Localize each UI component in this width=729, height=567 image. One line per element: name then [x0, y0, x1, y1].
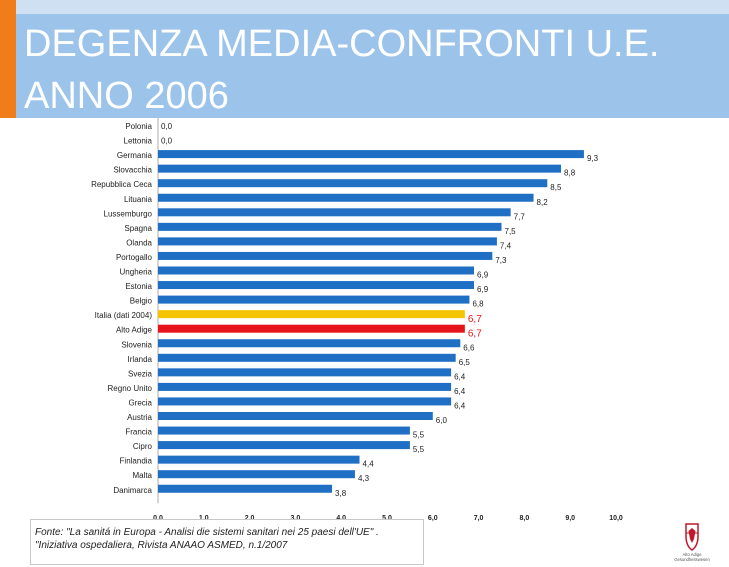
x-tick-label: 1,0: [199, 515, 209, 522]
category-label: Danimarca: [113, 486, 152, 495]
category-label: Italia (dati 2004): [95, 311, 153, 320]
source-line-2: "Iniziativa ospedaliera, Rivista ANAAO A…: [35, 540, 288, 551]
bar: [158, 470, 355, 479]
value-label: 6,4: [454, 372, 466, 381]
category-label: Spagna: [124, 224, 152, 233]
page-title-line-1: DEGENZA MEDIA-CONFRONTI U.E.: [24, 23, 660, 65]
value-label: 7,5: [505, 227, 517, 236]
value-label: 6,0: [436, 416, 448, 425]
category-label: Lussemburgo: [104, 209, 153, 218]
category-label: Irlanda: [128, 355, 153, 364]
bar-chart: Polonia 0,0 Lettonia 0,0 Germania 9,3 Slovacch…: [91, 118, 623, 522]
value-label: 6,5: [459, 358, 471, 367]
category-label: Portogallo: [116, 253, 153, 262]
value-label: 6,7: [468, 329, 482, 340]
top-stripe: [0, 0, 729, 14]
category-label: Repubblica Ceca: [91, 180, 152, 189]
x-tick-label: 7,0: [474, 515, 484, 522]
category-label: Grecia: [128, 398, 152, 407]
title-band: [16, 14, 729, 118]
x-tick-label: 3,0: [291, 515, 301, 522]
category-label: Germania: [117, 151, 153, 160]
page-title-line-2: ANNO 2006: [24, 75, 229, 117]
bar: [158, 382, 452, 391]
category-label: Lituania: [124, 195, 153, 204]
bar: [158, 179, 548, 188]
bar: [158, 339, 461, 348]
bar: [158, 426, 410, 435]
category-label: Olanda: [126, 238, 152, 247]
value-label: 8,2: [537, 198, 549, 207]
orange-accent-bar: [0, 0, 16, 118]
bar: [158, 237, 497, 246]
category-label: Regno Unito: [108, 384, 153, 393]
bar: [158, 441, 410, 450]
value-label: 6,6: [463, 343, 475, 352]
source-note: Fonte: "La sanitá in Europa - Analisi di…: [30, 519, 424, 565]
category-label: Francia: [125, 428, 152, 437]
category-label: Finlandia: [120, 457, 153, 466]
category-label: Estonia: [125, 282, 152, 291]
bar: [158, 266, 475, 275]
value-label: 6,7: [468, 314, 482, 325]
category-label: Belgio: [130, 297, 153, 306]
category-label: Alto Adige: [116, 326, 153, 335]
value-label: 3,8: [335, 489, 347, 498]
bar: [158, 368, 452, 377]
category-label: Svezia: [128, 369, 153, 378]
value-label: 4,3: [358, 474, 370, 483]
category-label: Austria: [127, 413, 152, 422]
value-label: 7,3: [495, 256, 507, 265]
x-tick-label: 5,0: [382, 515, 392, 522]
value-label: 6,9: [477, 285, 489, 294]
value-label: 4,4: [363, 460, 375, 469]
logo-text-1: Alto Adige: [683, 552, 703, 557]
bar: [158, 353, 456, 362]
bar: [158, 295, 470, 304]
bar: [158, 150, 584, 159]
category-label: Polonia: [125, 122, 152, 131]
category-label: Ungheria: [120, 268, 153, 277]
bar: [158, 208, 511, 217]
value-label: 9,3: [587, 154, 599, 163]
value-label: 0,0: [161, 137, 173, 146]
bar: [158, 310, 465, 319]
bar: [158, 281, 475, 290]
bar: [158, 324, 465, 333]
bar: [158, 484, 333, 493]
category-label: Malta: [132, 471, 152, 480]
category-label: Lettonia: [124, 137, 153, 146]
bar: [158, 251, 493, 260]
bar: [158, 164, 562, 173]
category-label: Slovacchia: [113, 166, 152, 175]
value-label: 6,4: [454, 401, 466, 410]
bar: [158, 222, 502, 231]
bar: [158, 397, 452, 406]
x-tick-label: 4,0: [336, 515, 346, 522]
x-tick-label: 0,0: [153, 515, 163, 522]
value-label: 6,9: [477, 271, 489, 280]
value-label: 8,8: [564, 169, 576, 178]
value-label: 5,5: [413, 445, 425, 454]
x-tick-label: 9,0: [565, 515, 575, 522]
value-label: 0,0: [161, 122, 173, 131]
value-label: 7,4: [500, 241, 512, 250]
bar: [158, 193, 534, 202]
x-tick-label: 6,0: [428, 515, 438, 522]
value-label: 6,4: [454, 387, 466, 396]
value-label: 5,5: [413, 431, 425, 440]
category-label: Slovenia: [121, 340, 152, 349]
x-tick-label: 10,0: [609, 515, 623, 522]
bar: [158, 455, 360, 464]
x-tick-label: 8,0: [520, 515, 530, 522]
value-label: 6,8: [472, 300, 484, 309]
eagle-crest-icon: Alto Adige Gesundheitswesen: [674, 523, 710, 562]
value-label: 7,7: [514, 212, 526, 221]
value-label: 8,5: [550, 183, 562, 192]
bar: [158, 412, 433, 420]
category-label: Cipro: [133, 442, 153, 451]
logo-text-2: Gesundheitswesen: [674, 557, 710, 562]
source-line-1: Fonte: "La sanitá in Europa - Analisi di…: [35, 527, 379, 538]
x-tick-label: 2,0: [245, 515, 255, 522]
